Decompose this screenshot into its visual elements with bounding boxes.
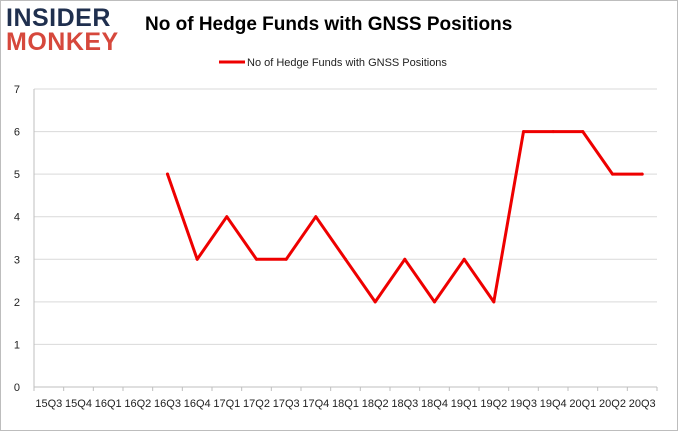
chart-title: No of Hedge Funds with GNSS Positions	[145, 14, 513, 35]
data-point	[284, 257, 288, 261]
x-tick-label: 19Q3	[510, 398, 537, 410]
x-tick-label: 16Q2	[124, 398, 151, 410]
y-tick-label: 3	[14, 254, 20, 266]
data-point	[462, 257, 466, 261]
x-tick-label: 20Q2	[599, 398, 626, 410]
logo-text-monkey: MONKEY	[6, 28, 119, 56]
x-tick-label: 19Q2	[480, 398, 507, 410]
y-tick-label: 0	[14, 382, 20, 394]
data-point	[373, 300, 377, 304]
axes	[33, 89, 658, 391]
x-tick-label: 20Q1	[569, 398, 596, 410]
insider-monkey-logo: INSIDER MONKEY	[6, 6, 128, 56]
x-tick-label: 18Q1	[332, 398, 359, 410]
data-point	[611, 172, 614, 176]
data-point	[492, 300, 496, 304]
data-point	[403, 257, 407, 261]
y-tick-label: 7	[14, 84, 20, 96]
x-tick-label: 20Q3	[629, 398, 656, 410]
x-tick-label: 17Q2	[243, 398, 270, 410]
series-lines	[166, 130, 644, 304]
x-tick-label: 16Q1	[95, 398, 122, 410]
x-tick-label: 16Q4	[184, 398, 211, 410]
x-tick-label: 18Q4	[421, 398, 448, 410]
x-tick-label: 17Q4	[302, 398, 329, 410]
y-tick-label: 6	[14, 127, 20, 139]
data-point	[344, 257, 347, 261]
data-point	[314, 215, 318, 219]
x-tick-labels: 15Q3 15Q4 16Q1 16Q2 16Q3 16Q4 17Q1 17Q2 17Q3 17Q4…	[35, 398, 655, 410]
data-point	[433, 300, 436, 304]
y-tick-label: 4	[14, 212, 20, 224]
legend: No of Hedge Funds with GNSS Positions	[219, 57, 447, 69]
x-tick-label: 15Q4	[65, 398, 92, 410]
x-tick-label: 17Q1	[213, 398, 240, 410]
data-point	[551, 130, 555, 134]
x-tick-label: 19Q4	[540, 398, 567, 410]
data-point	[640, 172, 644, 176]
data-point	[166, 172, 169, 176]
grid-lines	[34, 88, 657, 388]
data-point	[255, 257, 258, 261]
x-tick-label: 16Q3	[154, 398, 181, 410]
x-tick-label: 19Q1	[451, 398, 478, 410]
data-point	[195, 257, 199, 261]
x-tick-label: 15Q3	[35, 398, 62, 410]
legend-label: No of Hedge Funds with GNSS Positions	[247, 57, 447, 69]
data-point	[225, 215, 229, 219]
y-tick-label: 2	[14, 297, 20, 309]
data-point	[522, 130, 525, 134]
y-tick-label: 5	[14, 169, 20, 181]
y-tick-labels: 0 1 2 3 4 5 6 7	[14, 84, 20, 394]
y-tick-label: 1	[14, 339, 20, 351]
x-tick-label: 18Q2	[362, 398, 389, 410]
data-point	[581, 130, 585, 134]
x-tick-label: 18Q3	[391, 398, 418, 410]
x-tick-label: 17Q3	[273, 398, 300, 410]
logo-text-insider: INSIDER	[6, 4, 111, 32]
